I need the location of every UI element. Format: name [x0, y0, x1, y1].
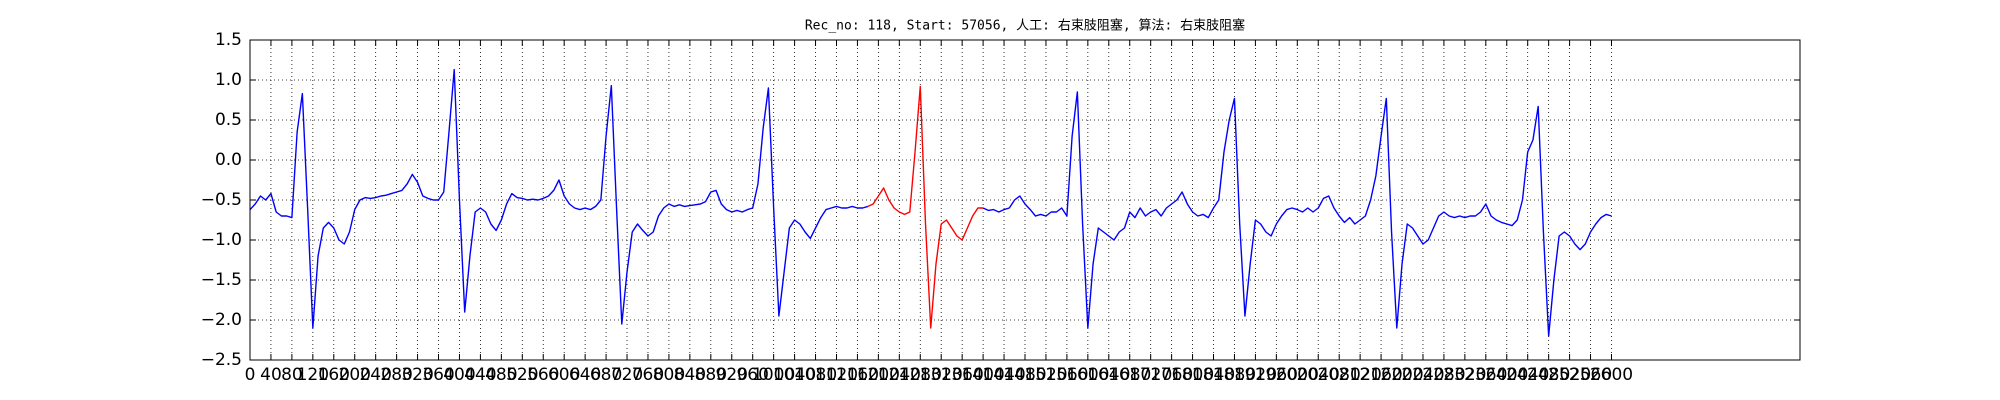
chart-title: Rec_no: 118, Start: 57056, 人工: 右束肢阻塞, 算法… — [805, 18, 1245, 34]
x-tick-label: 2160 — [1359, 365, 1402, 385]
x-tick-label: 1200 — [857, 365, 900, 385]
x-tick-label: 1320 — [920, 365, 963, 385]
x-tick-label: 40 — [260, 365, 282, 385]
x-tick-label: 120 — [297, 365, 329, 385]
x-tick-label: 400 — [443, 365, 475, 385]
x-tick-label: 280 — [380, 365, 412, 385]
x-tick-label: 1280 — [899, 365, 942, 385]
x-tick-label: 360 — [422, 365, 454, 385]
y-tick-label: 0.5 — [215, 110, 242, 130]
x-tick-label: 1880 — [1213, 365, 1256, 385]
x-tick-label: 800 — [653, 365, 685, 385]
x-tick-label: 2600 — [1590, 365, 1633, 385]
x-tick-label: 2000 — [1276, 365, 1319, 385]
x-tick-label: 640 — [569, 365, 601, 385]
x-tick-label: 560 — [527, 365, 559, 385]
x-tick-label: 520 — [506, 365, 538, 385]
x-tick-label: 840 — [674, 365, 706, 385]
y-tick-label: 1.0 — [215, 70, 242, 90]
ecg-line — [982, 91, 1612, 337]
x-tick-label: 880 — [695, 365, 727, 385]
x-tick-label: 1080 — [794, 365, 837, 385]
x-tick-label: 1360 — [941, 365, 984, 385]
y-tick-label: 1.5 — [215, 30, 242, 50]
x-tick-label: 2320 — [1443, 365, 1486, 385]
x-tick-label: 2080 — [1318, 365, 1361, 385]
x-tick-label: 1520 — [1024, 365, 1067, 385]
x-tick-label: 2200 — [1380, 365, 1423, 385]
y-tick-label: −1.0 — [201, 230, 242, 250]
x-tick-label: 2360 — [1464, 365, 1507, 385]
x-tick-label: 1560 — [1045, 365, 1088, 385]
x-tick-label: 0 — [245, 365, 256, 385]
x-tick-label: 680 — [590, 365, 622, 385]
x-tick-label: 160 — [318, 365, 350, 385]
x-tick-label: 2520 — [1548, 365, 1591, 385]
x-tick-label: 2480 — [1527, 365, 1570, 385]
ecg-line — [867, 85, 984, 329]
y-tick-label: −2.5 — [201, 350, 242, 370]
x-tick-label: 1720 — [1129, 365, 1172, 385]
x-tick-label: 1400 — [961, 365, 1004, 385]
x-tick-label: 1760 — [1150, 365, 1193, 385]
x-tick-label: 200 — [339, 365, 371, 385]
x-tick-label: 480 — [485, 365, 517, 385]
x-tick-label: 2240 — [1401, 365, 1444, 385]
x-tick-label: 600 — [548, 365, 580, 385]
y-tick-label: −1.5 — [201, 270, 242, 290]
x-tick-label: 2440 — [1506, 365, 1549, 385]
ecg-line — [249, 68, 869, 329]
x-tick-label: 1640 — [1087, 365, 1130, 385]
x-tick-label: 2560 — [1569, 365, 1612, 385]
plot-frame — [249, 39, 1801, 361]
x-tick-label: 1800 — [1171, 365, 1214, 385]
x-tick-label: 80 — [281, 365, 303, 385]
x-tick-label: 1160 — [836, 365, 879, 385]
x-tick-label: 2040 — [1297, 365, 1340, 385]
x-tick-label: 1440 — [982, 365, 1025, 385]
x-tick-label: 960 — [736, 365, 768, 385]
x-tick-label: 720 — [611, 365, 643, 385]
x-tick-label: 1000 — [752, 365, 795, 385]
x-tick-label: 1480 — [1003, 365, 1046, 385]
x-tick-label: 240 — [359, 365, 391, 385]
x-tick-label: 2120 — [1339, 365, 1382, 385]
x-tick-label: 320 — [401, 365, 433, 385]
y-tick-label: 0.0 — [215, 150, 242, 170]
x-tick-label: 1120 — [815, 365, 858, 385]
x-tick-label: 920 — [716, 365, 748, 385]
x-tick-label: 2400 — [1485, 365, 1528, 385]
x-tick-label: 440 — [464, 365, 496, 385]
y-tick-label: −0.5 — [201, 190, 242, 210]
x-tick-label: 1960 — [1255, 365, 1298, 385]
x-tick-label: 760 — [632, 365, 664, 385]
y-tick-label: −2.0 — [201, 310, 242, 330]
x-tick-label: 1840 — [1192, 365, 1235, 385]
x-tick-label: 1920 — [1234, 365, 1277, 385]
x-tick-label: 2280 — [1422, 365, 1465, 385]
x-tick-label: 1600 — [1066, 365, 1109, 385]
x-tick-label: 1240 — [878, 365, 921, 385]
x-tick-label: 1680 — [1108, 365, 1151, 385]
x-tick-label: 1040 — [773, 365, 816, 385]
